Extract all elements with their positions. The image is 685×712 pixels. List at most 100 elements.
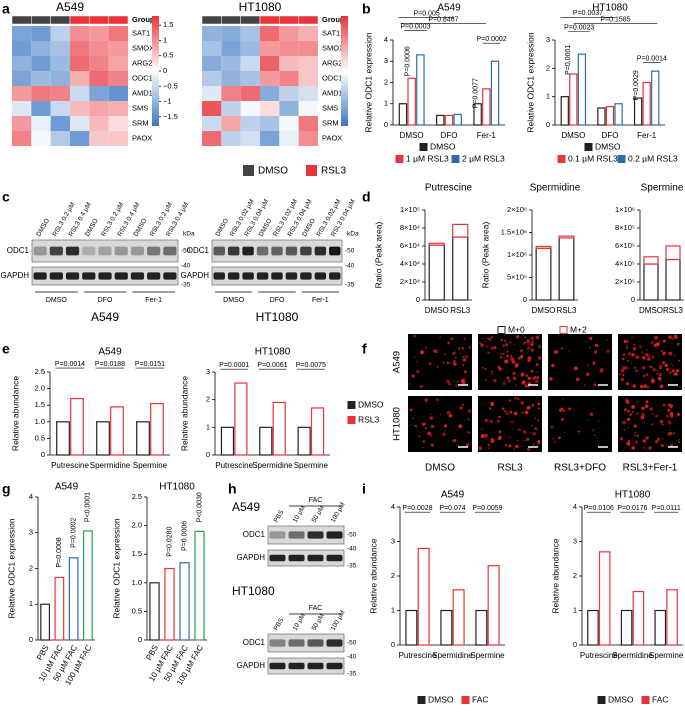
heat-cell [279,131,299,146]
cell [490,346,495,351]
heat-cell [298,86,318,101]
legend-label: M+0 [508,324,525,334]
cell [508,341,511,344]
cell [573,367,575,370]
protein-label: ODC1 [187,246,210,255]
header-label: FAC [309,605,323,612]
cell [583,384,586,387]
cell [592,361,596,365]
cell [669,367,672,369]
heat-cell [50,56,70,71]
p-value: P=0.0002 [476,36,506,43]
legend-marker [461,696,470,704]
cell [589,336,593,340]
bar [665,258,681,301]
bar [82,530,93,641]
heat-cell [260,116,280,131]
cell [506,354,509,358]
cell [642,355,646,360]
heat-cell [50,26,70,41]
cell [645,349,648,352]
blot-strip [267,657,345,675]
y-tick-label: 4 [384,35,388,44]
bar [535,245,552,249]
y-tick-label: 2 [546,63,550,72]
y-tick-label: 2 [29,563,33,572]
cell [536,440,541,444]
heat-cell [12,41,32,56]
heat-cell [279,71,299,86]
cell [620,377,625,382]
cell [526,437,530,441]
cell [537,407,540,410]
heat-cell [12,116,32,131]
cell [515,384,518,387]
x-tick-label: DMSO [425,306,449,315]
cell [531,377,533,380]
cell [530,348,534,352]
cell [624,398,629,402]
cell [504,351,506,353]
panel-letter: h [228,481,237,497]
cell [659,345,662,348]
row-label: ARG2 [322,58,342,67]
cell [626,417,631,421]
legend-label: DMSO [358,399,384,409]
x-tick-label: Spermine [294,461,329,470]
bar [428,242,445,246]
y-tick-label: 2 [206,395,210,404]
bar [149,582,160,641]
band [147,246,161,256]
band [130,246,145,256]
band [271,272,283,280]
y-tick-label: 1.5 [35,400,45,409]
heat-cell [221,41,241,56]
cell [638,345,642,349]
lane-label: 50 µM [311,613,326,632]
cell [526,405,531,410]
heat-cell [240,71,260,86]
y-tick-label: 1 [391,605,395,614]
cell [655,440,659,444]
x-tick-label: Putrescine [215,461,253,470]
legend-marker [347,401,356,409]
heat-cell [221,101,241,116]
heat-cell [240,41,260,56]
p-value: P=0.0006 [181,521,188,551]
cell [667,432,671,435]
group-cell [69,15,90,25]
chart-title: HT1080 [615,490,651,501]
lane-label: PBS [273,617,286,632]
y-tick-label: 1.5 [132,549,142,558]
row-label: SMS [132,103,148,112]
legend-label: DMSO [608,694,634,704]
cell [467,431,470,434]
cell [524,336,527,339]
cell [464,377,467,379]
cell [459,352,462,355]
heat-cell [31,86,51,101]
cell [626,346,629,349]
band [82,272,96,280]
cell [592,429,595,432]
heat-cell [279,41,299,56]
bar [96,421,110,456]
cell [622,365,626,370]
cell [650,378,655,383]
cell [662,403,666,407]
cell [465,443,470,447]
y-tick-label: 2×10⁴ [400,277,420,286]
y-tick-label: 1.5×10⁶ [501,227,527,236]
cell [676,342,680,346]
y-tick-label: 1 [573,605,577,614]
cell [575,377,580,382]
cell [642,439,646,443]
bar [587,609,599,646]
lane-label: DMSO [84,217,100,237]
cell [498,367,502,371]
cell [520,401,525,405]
cell [594,350,598,354]
chart-title: Spermine [641,183,684,194]
band [147,272,161,280]
heat-cell [31,116,51,131]
